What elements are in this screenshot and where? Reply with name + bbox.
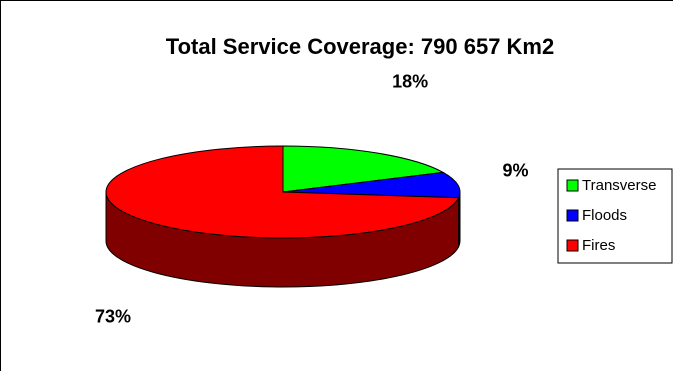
chart-title: Total Service Coverage: 790 657 Km2 bbox=[166, 34, 554, 59]
legend-label-floods: Floods bbox=[582, 207, 627, 224]
pie-plot bbox=[105, 145, 461, 288]
pie-slice-fires bbox=[105, 145, 460, 239]
pie-slice-floods bbox=[282, 171, 461, 199]
data-label-floods: 9% bbox=[503, 161, 529, 181]
data-label-fires: 73% bbox=[95, 307, 131, 327]
legend-label-transverse: Transverse bbox=[582, 177, 656, 194]
legend-label-fires: Fires bbox=[582, 237, 615, 254]
pie-slice-transverse bbox=[282, 145, 445, 193]
data-labels: 18% 9% 73% bbox=[95, 71, 528, 326]
legend: Transverse Floods Fires bbox=[557, 168, 673, 264]
legend-swatch-floods bbox=[566, 209, 579, 222]
legend-swatch-transverse bbox=[566, 179, 579, 192]
legend-swatch-fires bbox=[566, 239, 579, 252]
data-label-transverse: 18% bbox=[392, 71, 428, 91]
